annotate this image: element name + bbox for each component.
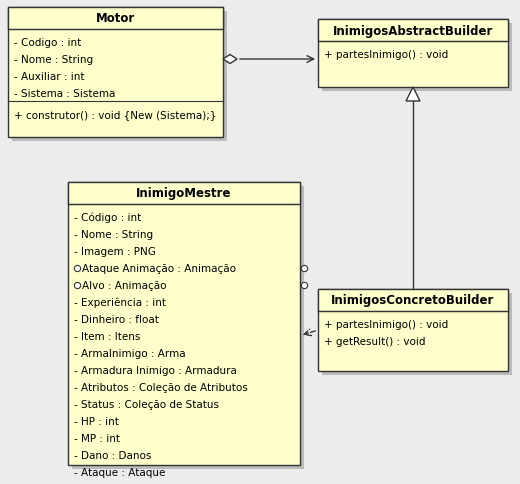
Text: Motor: Motor bbox=[96, 13, 135, 26]
Bar bbox=[318, 20, 508, 88]
Text: + partesInimigo() : void: + partesInimigo() : void bbox=[324, 319, 448, 329]
Text: Ataque Animação : Animação: Ataque Animação : Animação bbox=[82, 263, 236, 273]
Text: InimigosAbstractBuilder: InimigosAbstractBuilder bbox=[333, 25, 493, 37]
Text: + construtor() : void {New (Sistema);}: + construtor() : void {New (Sistema);} bbox=[14, 110, 216, 120]
Text: - Armalnimigo : Arma: - Armalnimigo : Arma bbox=[74, 348, 186, 358]
Bar bbox=[12, 12, 227, 142]
Text: - Imagem : PNG: - Imagem : PNG bbox=[74, 246, 156, 256]
Text: - Ataque : Ataque: - Ataque : Ataque bbox=[74, 467, 165, 477]
Text: - Codigo : int: - Codigo : int bbox=[14, 38, 81, 47]
Bar bbox=[318, 289, 508, 311]
Text: - HP : int: - HP : int bbox=[74, 416, 119, 426]
Bar bbox=[318, 289, 508, 371]
Text: InimigoMestre: InimigoMestre bbox=[136, 187, 232, 200]
Bar bbox=[322, 293, 512, 375]
Text: - Atributos : Coleção de Atributos: - Atributos : Coleção de Atributos bbox=[74, 382, 248, 392]
Text: - Dano : Danos: - Dano : Danos bbox=[74, 450, 151, 460]
Bar bbox=[8, 8, 223, 138]
Text: - Código : int: - Código : int bbox=[74, 212, 141, 223]
Text: - Nome : String: - Nome : String bbox=[14, 55, 93, 65]
Bar bbox=[68, 182, 300, 205]
Bar bbox=[72, 187, 304, 469]
Text: + partesInimigo() : void: + partesInimigo() : void bbox=[324, 50, 448, 60]
Text: - Experiência : int: - Experiência : int bbox=[74, 297, 166, 307]
Polygon shape bbox=[223, 55, 237, 64]
Text: - MP : int: - MP : int bbox=[74, 433, 120, 443]
Text: - Sistema : Sistema: - Sistema : Sistema bbox=[14, 89, 115, 99]
Polygon shape bbox=[406, 88, 420, 102]
Text: - Status : Coleção de Status: - Status : Coleção de Status bbox=[74, 399, 219, 409]
Bar bbox=[68, 182, 300, 465]
Bar bbox=[322, 24, 512, 92]
Text: + getResult() : void: + getResult() : void bbox=[324, 336, 425, 346]
Bar bbox=[8, 8, 223, 30]
Text: - Auxiliar : int: - Auxiliar : int bbox=[14, 72, 85, 82]
Text: - Armadura Inimigo : Armadura: - Armadura Inimigo : Armadura bbox=[74, 365, 237, 375]
Text: - Dinheiro : float: - Dinheiro : float bbox=[74, 314, 159, 324]
Text: Alvo : Animação: Alvo : Animação bbox=[82, 280, 166, 290]
Bar bbox=[318, 20, 508, 42]
Text: - Item : Itens: - Item : Itens bbox=[74, 331, 140, 341]
Text: - Nome : String: - Nome : String bbox=[74, 229, 153, 239]
Text: InimigosConcretoBuilder: InimigosConcretoBuilder bbox=[331, 294, 495, 307]
